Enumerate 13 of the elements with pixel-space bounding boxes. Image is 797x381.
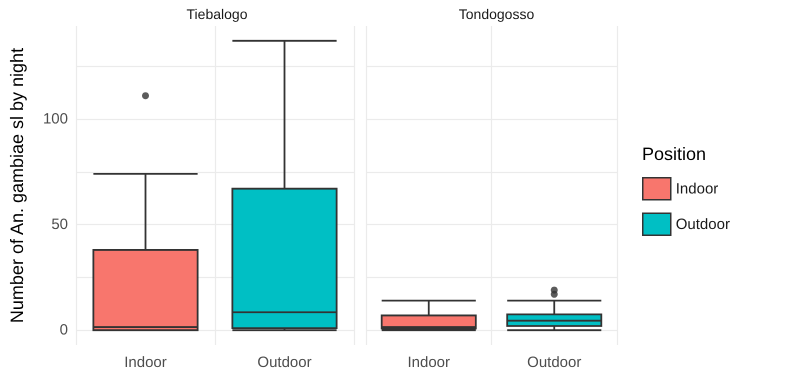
chart-title: Tiebalogo xyxy=(186,6,248,22)
y-tick-label: 100 xyxy=(42,110,68,128)
x-tick-label: Indoor xyxy=(124,354,167,371)
x-tick-label: Outdoor xyxy=(527,354,582,371)
legend-title: Position xyxy=(642,144,706,164)
x-tick-label: Indoor xyxy=(407,354,450,371)
chart-title: Tondogosso xyxy=(458,6,534,22)
legend-label: Indoor xyxy=(676,180,718,198)
legend-label: Outdoor xyxy=(676,216,730,233)
y-axis-title: Number of An. gambiae sl by night xyxy=(7,48,27,324)
y-tick-label: 0 xyxy=(60,322,68,339)
y-tick-label: 50 xyxy=(51,216,68,234)
x-tick-label: Outdoor xyxy=(257,354,312,371)
